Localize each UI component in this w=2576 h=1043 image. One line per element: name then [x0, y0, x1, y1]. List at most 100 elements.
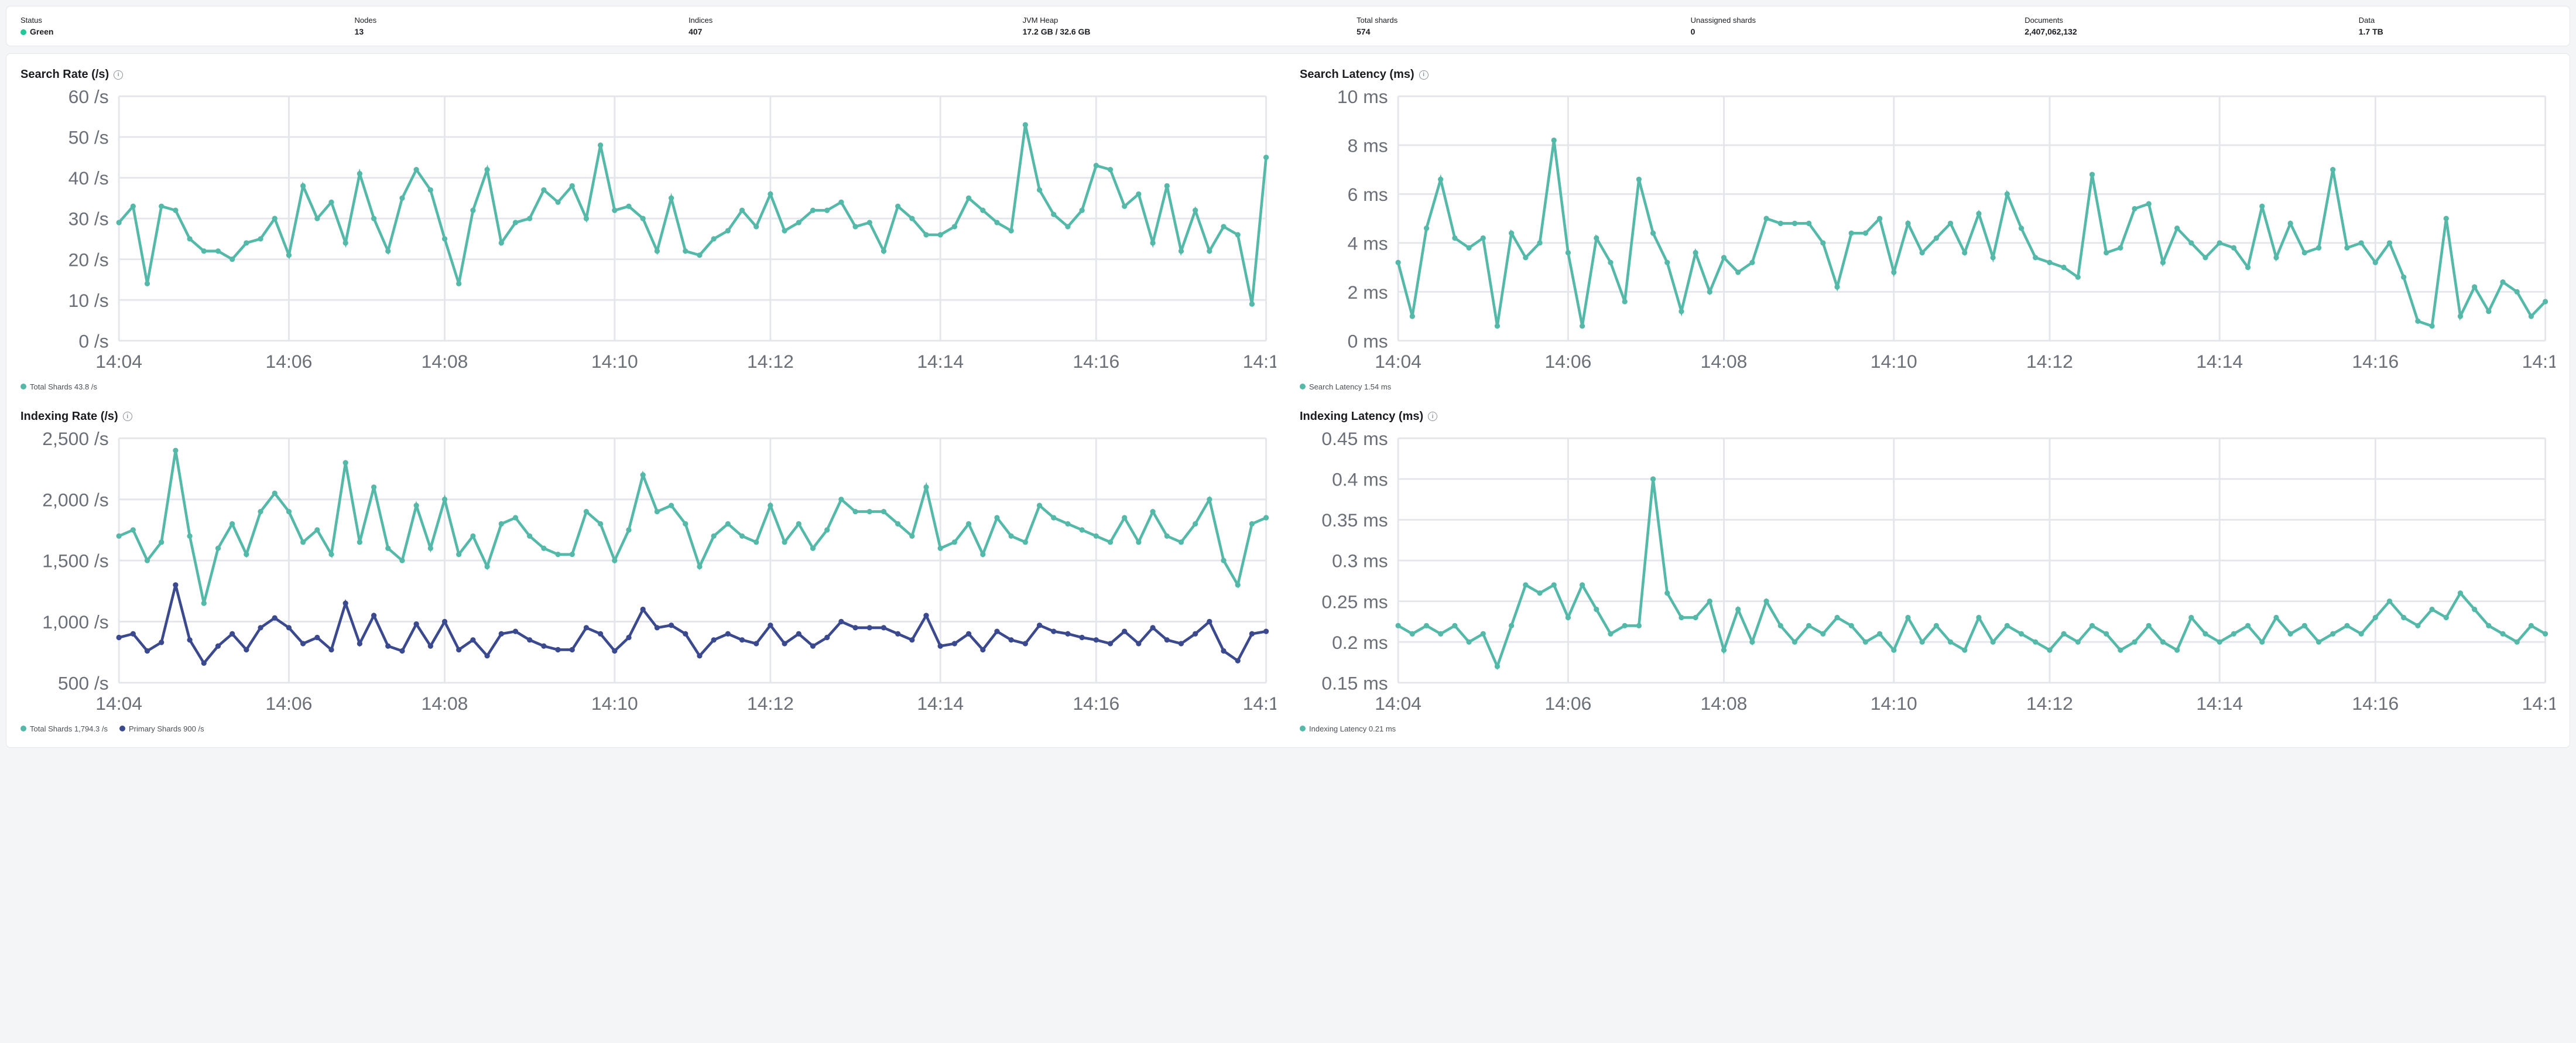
stat-label: Unassigned shards: [1691, 16, 2019, 25]
svg-text:14:04: 14:04: [95, 351, 142, 372]
legend-dot: [20, 384, 26, 389]
chart-title: Indexing Rate (/s)i: [20, 410, 1276, 423]
stat-unassigned: Unassigned shards 0: [1691, 16, 2019, 36]
legend-item[interactable]: Total Shards 1,794.3 /s: [20, 724, 108, 733]
svg-text:0.2 ms: 0.2 ms: [1332, 632, 1388, 653]
svg-text:14:06: 14:06: [266, 693, 313, 714]
chart-title-text: Search Rate (/s): [20, 68, 109, 81]
svg-text:0 ms: 0 ms: [1348, 330, 1388, 351]
chart-svg: 500 /s1,000 /s1,500 /s2,000 /s2,500 /s14…: [20, 428, 1276, 717]
chart-title: Search Latency (ms)i: [1300, 68, 2556, 81]
stat-label: Nodes: [355, 16, 683, 25]
svg-text:1,000 /s: 1,000 /s: [42, 611, 108, 632]
legend-label: Primary Shards 900 /s: [129, 724, 204, 733]
svg-text:40 /s: 40 /s: [68, 167, 109, 189]
legend-item[interactable]: Search Latency 1.54 ms: [1300, 382, 1391, 391]
svg-text:30 /s: 30 /s: [68, 208, 109, 230]
svg-text:2,500 /s: 2,500 /s: [42, 428, 108, 449]
svg-text:14:08: 14:08: [1701, 351, 1748, 372]
legend-item[interactable]: Primary Shards 900 /s: [119, 724, 204, 733]
legend-item[interactable]: Indexing Latency 0.21 ms: [1300, 724, 1396, 733]
svg-text:0.35 ms: 0.35 ms: [1321, 509, 1388, 531]
svg-text:2,000 /s: 2,000 /s: [42, 489, 108, 510]
chart-indexing-rate: Indexing Rate (/s)i500 /s1,000 /s1,500 /…: [20, 410, 1276, 733]
info-icon[interactable]: i: [1428, 412, 1437, 421]
chart-legend: Indexing Latency 0.21 ms: [1300, 724, 2556, 733]
legend-item[interactable]: Total Shards 43.8 /s: [20, 382, 97, 391]
charts-panel: Search Rate (/s)i0 /s10 /s20 /s30 /s40 /…: [6, 53, 2570, 748]
stat-value: 13: [355, 27, 683, 36]
status-dot: [20, 29, 26, 35]
svg-text:14:06: 14:06: [266, 351, 313, 372]
stat-value: 574: [1356, 27, 1685, 36]
chart-plot: 500 /s1,000 /s1,500 /s2,000 /s2,500 /s14…: [20, 428, 1276, 720]
chart-legend: Total Shards 43.8 /s: [20, 382, 1276, 391]
legend-dot: [119, 726, 125, 731]
svg-text:14:16: 14:16: [1073, 351, 1119, 372]
chart-plot: 0 /s10 /s20 /s30 /s40 /s50 /s60 /s14:041…: [20, 86, 1276, 378]
stat-value: 0: [1691, 27, 2019, 36]
svg-text:14:18: 14:18: [1243, 693, 1276, 714]
stat-value: 17.2 GB / 32.6 GB: [1023, 27, 1351, 36]
stat-label: Total shards: [1356, 16, 1685, 25]
svg-text:14:16: 14:16: [2352, 693, 2399, 714]
chart-svg: 0 ms2 ms4 ms6 ms8 ms10 ms14:0414:0614:08…: [1300, 86, 2556, 375]
stat-label: Documents: [2025, 16, 2353, 25]
svg-text:14:10: 14:10: [1871, 693, 1917, 714]
chart-svg: 0 /s10 /s20 /s30 /s40 /s50 /s60 /s14:041…: [20, 86, 1276, 375]
chart-title: Search Rate (/s) i: [20, 68, 1276, 81]
svg-text:4 ms: 4 ms: [1348, 232, 1388, 254]
svg-text:14:12: 14:12: [2026, 351, 2073, 372]
svg-text:14:06: 14:06: [1545, 693, 1592, 714]
legend-label: Search Latency 1.54 ms: [1309, 382, 1391, 391]
svg-text:14:04: 14:04: [1375, 351, 1421, 372]
stat-status: StatusGreen: [20, 16, 349, 36]
chart-legend: Search Latency 1.54 ms: [1300, 382, 2556, 391]
info-icon[interactable]: i: [123, 412, 132, 421]
stat-docs: Documents2,407,062,132: [2025, 16, 2353, 36]
svg-text:14:08: 14:08: [1701, 693, 1748, 714]
chart-title-text: Indexing Latency (ms): [1300, 410, 1423, 423]
svg-text:14:12: 14:12: [747, 351, 794, 372]
svg-text:14:18: 14:18: [1243, 351, 1276, 372]
svg-text:14:06: 14:06: [1545, 351, 1592, 372]
info-icon[interactable]: i: [1419, 70, 1429, 80]
svg-text:6 ms: 6 ms: [1348, 184, 1388, 205]
svg-text:20 /s: 20 /s: [68, 249, 109, 270]
chart-search-rate: Search Rate (/s)i0 /s10 /s20 /s30 /s40 /…: [20, 68, 1276, 391]
svg-text:0.3 ms: 0.3 ms: [1332, 550, 1388, 571]
svg-text:0.45 ms: 0.45 ms: [1321, 428, 1388, 449]
stat-indices: Indices407: [688, 16, 1017, 36]
series-line: [119, 450, 1266, 603]
chart-title: Indexing Latency (ms) i: [1300, 410, 2556, 423]
stat-label: Status: [20, 16, 349, 25]
svg-text:14:10: 14:10: [1871, 351, 1917, 372]
svg-text:14:12: 14:12: [747, 693, 794, 714]
svg-text:14:08: 14:08: [422, 693, 468, 714]
svg-text:10 ms: 10 ms: [1337, 86, 1388, 107]
svg-text:14:04: 14:04: [1375, 693, 1421, 714]
svg-text:14:14: 14:14: [917, 693, 964, 714]
svg-text:14:04: 14:04: [95, 693, 142, 714]
svg-text:14:12: 14:12: [2026, 693, 2073, 714]
series-line: [1398, 479, 2545, 666]
svg-text:14:14: 14:14: [2196, 351, 2243, 372]
svg-text:14:18: 14:18: [2522, 693, 2556, 714]
svg-text:14:18: 14:18: [2522, 351, 2556, 372]
legend-label: Total Shards 1,794.3 /s: [30, 724, 108, 733]
stat-shards: Total shards 574: [1356, 16, 1685, 36]
svg-text:50 /s: 50 /s: [68, 127, 109, 148]
chart-plot: 0.15 ms0.2 ms0.25 ms0.3 ms0.35 ms0.4 ms0…: [1300, 428, 2556, 720]
svg-text:14:16: 14:16: [1073, 693, 1119, 714]
legend-dot: [20, 726, 26, 731]
chart-search-latency: Search Latency (ms)i0 ms2 ms4 ms6 ms8 ms…: [1300, 68, 2556, 391]
chart-svg: 0.15 ms0.2 ms0.25 ms0.3 ms0.35 ms0.4 ms0…: [1300, 428, 2556, 717]
info-icon[interactable]: i: [114, 70, 123, 80]
svg-text:14:10: 14:10: [591, 351, 638, 372]
svg-text:0.4 ms: 0.4 ms: [1332, 469, 1388, 490]
stat-label: Indices: [688, 16, 1017, 25]
svg-text:14:16: 14:16: [2352, 351, 2399, 372]
stat-jvm: JVM Heap17.2 GB / 32.6 GB: [1023, 16, 1351, 36]
stat-value: 1.7 TB: [2359, 27, 2556, 36]
svg-text:0.15 ms: 0.15 ms: [1321, 672, 1388, 693]
